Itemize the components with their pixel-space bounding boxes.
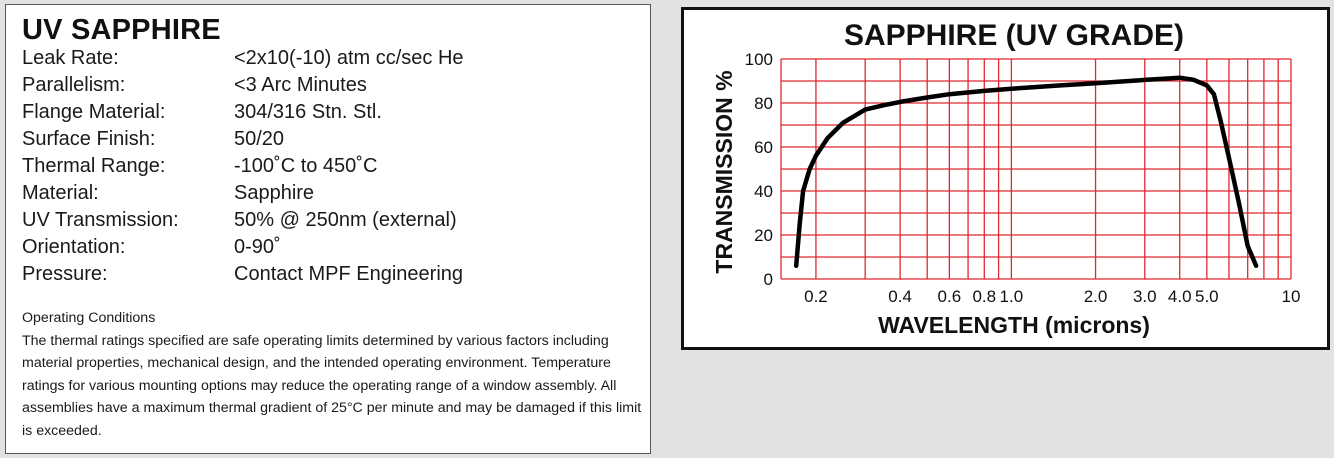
operating-conditions: Operating Conditions The thermal ratings… (22, 307, 647, 442)
spec-value: 50/20 (234, 128, 285, 150)
spec-label: Pressure: (22, 263, 108, 285)
conditions-heading: Operating Conditions (22, 310, 156, 326)
x-tick-label: 0.8 (972, 287, 996, 306)
spec-value: 50% @ 250nm (external) (234, 209, 457, 231)
chart-title: SAPPHIRE (UV GRADE) (844, 19, 1184, 52)
spec-value: Contact MPF Engineering (234, 263, 464, 285)
spec-label: Flange Material: (22, 101, 166, 123)
x-tick-label: 4.0 (1168, 287, 1192, 306)
x-tick-label: 1.0 (1000, 287, 1024, 306)
transmission-curve (793, 75, 1259, 269)
y-tick-label: 80 (754, 94, 773, 113)
x-tick-label: 3.0 (1133, 287, 1157, 306)
spec-label: Orientation: (22, 236, 126, 258)
y-tick-label: 60 (754, 138, 773, 157)
y-tick-label: 40 (754, 182, 773, 201)
spec-label: Material: (22, 182, 99, 204)
x-tick-label: 0.2 (804, 287, 828, 306)
y-tick-label: 20 (754, 226, 773, 245)
spec-value: 0-90˚ (234, 236, 281, 258)
spec-value: <2x10(-10) atm cc/sec He (234, 47, 464, 69)
y-tick-label: 0 (764, 270, 773, 289)
spec-panel: UV SAPPHIRE Leak Rate: <2x10(-10) atm cc… (5, 4, 651, 454)
spec-value: Sapphire (234, 182, 315, 204)
spec-value: <3 Arc Minutes (234, 74, 367, 96)
x-tick-label: 0.6 (938, 287, 962, 306)
x-tick-label: 0.4 (888, 287, 912, 306)
x-tick-label: 2.0 (1084, 287, 1108, 306)
chart-grid (780, 58, 1292, 280)
spec-label: Surface Finish: (22, 128, 156, 150)
x-tick-label: 10 (1282, 287, 1301, 306)
spec-label: UV Transmission: (22, 209, 179, 231)
spec-value: -100˚C to 450˚C (234, 155, 378, 177)
x-axis-title: WAVELENGTH (microns) (878, 312, 1150, 338)
chart-curves (793, 75, 1259, 269)
y-axis-title: TRANSMISSION % (711, 70, 737, 273)
x-tick-labels: 0.2 0.4 0.6 0.8 1.0 2.0 3.0 4.0 5.0 10 (804, 287, 1300, 306)
spec-label: Parallelism: (22, 74, 126, 96)
conditions-body: The thermal ratings specified are safe o… (22, 332, 642, 439)
spec-label: Leak Rate: (22, 47, 119, 69)
spec-label: Thermal Range: (22, 155, 166, 177)
x-tick-label: 5.0 (1195, 287, 1219, 306)
y-tick-label: 100 (745, 50, 773, 69)
y-tick-labels: 0 20 40 60 80 100 (745, 50, 773, 289)
spec-title: UV SAPPHIRE (22, 14, 221, 46)
chart-panel: SAPPHIRE (UV GRADE) 0 20 40 60 80 100 0.2 0.4 0… (681, 7, 1330, 350)
spec-value: 304/316 Stn. Stl. (234, 101, 382, 123)
